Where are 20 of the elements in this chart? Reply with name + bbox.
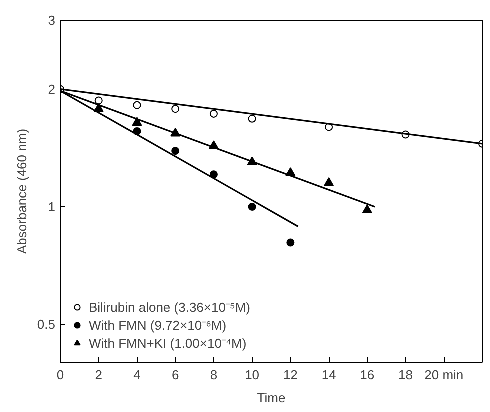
x-tick-label: 0: [56, 368, 64, 382]
x-tick-label: 16: [360, 368, 375, 382]
legend-label: With FMN (9.72×10⁻⁶M): [89, 317, 227, 334]
x-tick-label: 2: [95, 368, 102, 382]
y-tick-label: 0.5: [37, 317, 56, 332]
legend-label: With FMN+KI (1.00×10⁻⁴M): [89, 335, 247, 352]
y-tick-label: 2: [48, 82, 56, 97]
x-axis-title: Time: [257, 390, 286, 406]
y-axis-title: Absorbance (460 nm): [14, 128, 30, 254]
x-tick-label: 18: [398, 368, 414, 382]
x-tick-label: 8: [210, 368, 218, 382]
x-tick-label: 20 min: [424, 368, 464, 382]
x-tick-label: 6: [172, 368, 180, 382]
x-tick-label: 4: [134, 368, 141, 382]
x-tick-label: 12: [283, 368, 298, 382]
y-tick-label: 1: [48, 199, 56, 214]
x-tick-label: 10: [245, 368, 260, 382]
legend-label: Bilirubin alone (3.36×10⁻⁵M): [89, 299, 251, 316]
x-tick-label: 14: [322, 368, 336, 382]
y-tick-label: 3: [48, 13, 56, 28]
